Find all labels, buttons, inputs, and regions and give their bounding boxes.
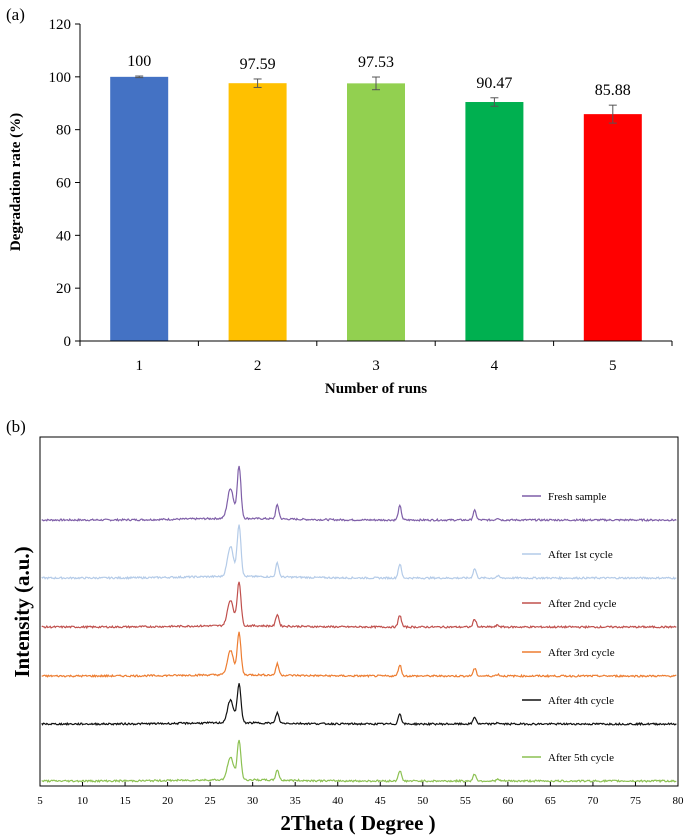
legend-label: After 2nd cycle (548, 598, 617, 610)
panel-a-y-axis-title: Degradation rate (%) (8, 113, 24, 251)
x-tick-label: 70 (587, 795, 599, 807)
x-tick-label: 45 (375, 795, 387, 807)
x-tick-label: 25 (205, 795, 217, 807)
bar-run-1 (110, 76, 169, 341)
x-tick-label: 5 (37, 795, 43, 807)
xrd-trace-4 (41, 631, 677, 679)
panel-a-label: (a) (6, 5, 25, 24)
x-tick-label: 5 (609, 358, 617, 374)
y-tick-label: 60 (56, 176, 71, 192)
x-tick-label: 75 (630, 795, 642, 807)
x-tick-label: 60 (502, 795, 514, 807)
data-label: 85.88 (595, 82, 631, 99)
x-tick-label: 50 (417, 795, 429, 807)
legend-label: After 1st cycle (548, 549, 613, 561)
data-label: 90.47 (476, 75, 512, 92)
x-tick-label: 65 (545, 795, 557, 807)
panel-b-xrd-chart: (b) Fresh sample After 1st cycle After 2nd… (6, 417, 684, 835)
x-tick-label: 10 (77, 795, 89, 807)
panel-a-bar-chart: (a) 0 20 40 60 80 100 120 100 1 97.59 2 97.53 3 90.4… (6, 5, 673, 397)
y-tick-label: 40 (56, 228, 71, 244)
data-label: 97.53 (358, 54, 394, 71)
x-tick-label: 2 (254, 358, 262, 374)
panel-b-x-axis-title: 2Theta ( Degree ) (280, 811, 435, 835)
legend-label: Fresh sample (548, 491, 606, 503)
y-tick-label: 120 (49, 17, 72, 33)
x-tick-label: 30 (247, 795, 259, 807)
xrd-trace-2 (41, 524, 677, 581)
panel-b-label: (b) (6, 417, 26, 436)
xrd-trace-3 (41, 581, 677, 630)
bar-run-4 (465, 102, 524, 341)
panel-a-x-axis-title: Number of runs (325, 381, 427, 397)
x-tick-label: 40 (332, 795, 344, 807)
bar-run-2 (228, 83, 287, 341)
y-tick-label: 80 (56, 123, 71, 139)
xrd-trace-5 (41, 683, 677, 727)
xrd-trace-1 (41, 465, 677, 523)
bar-run-3 (347, 83, 405, 342)
x-tick-label: 35 (290, 795, 302, 807)
y-tick-label: 0 (64, 334, 72, 350)
x-tick-label: 4 (491, 358, 499, 374)
bar-run-5 (583, 114, 642, 341)
x-tick-label: 3 (372, 358, 380, 374)
legend-label: After 4th cycle (548, 695, 614, 707)
data-label: 97.59 (240, 56, 276, 73)
xrd-trace-6 (41, 739, 677, 784)
x-tick-label: 80 (673, 795, 685, 807)
y-tick-label: 20 (56, 281, 71, 297)
x-tick-label: 15 (120, 795, 132, 807)
y-tick-label: 100 (49, 70, 72, 86)
panel-b-y-axis-title: Intensity (a.u.) (10, 546, 34, 677)
x-tick-label: 1 (135, 358, 143, 374)
legend-label: After 5th cycle (548, 752, 614, 764)
data-label: 100 (127, 53, 151, 70)
x-tick-label: 55 (460, 795, 472, 807)
x-tick-label: 20 (162, 795, 174, 807)
legend-label: After 3rd cycle (548, 647, 615, 659)
panel-b-plot-frame (39, 436, 679, 787)
